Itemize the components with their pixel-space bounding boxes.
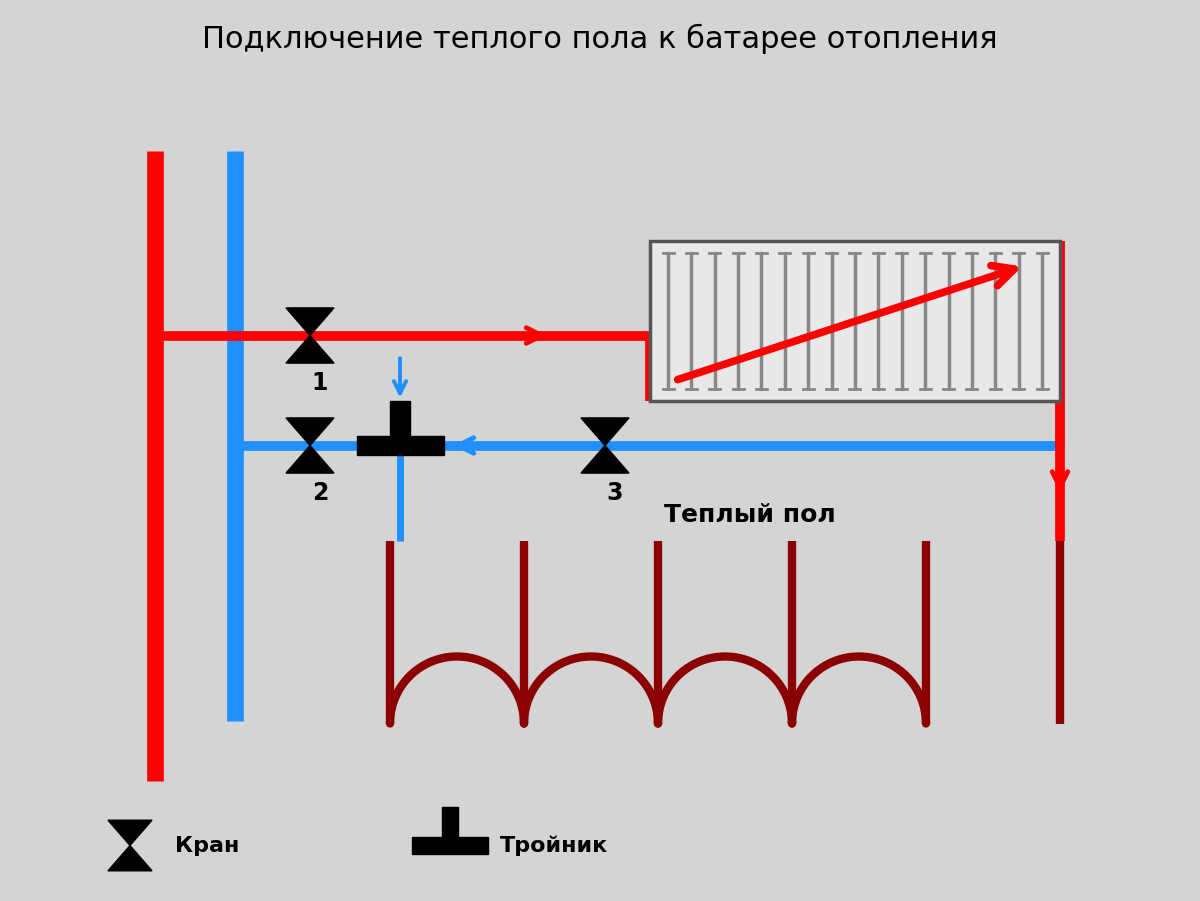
- Bar: [650, 241, 1060, 401]
- Text: 1: 1: [312, 371, 328, 396]
- Bar: [356, 436, 444, 455]
- Text: Подключение теплого пола к батарее отопления: Подключение теплого пола к батарее отопл…: [202, 23, 998, 54]
- Polygon shape: [286, 335, 334, 363]
- Polygon shape: [581, 418, 629, 445]
- Polygon shape: [581, 445, 629, 473]
- Text: 2: 2: [312, 481, 328, 505]
- Text: Тройник: Тройник: [500, 835, 608, 856]
- Bar: [442, 807, 458, 837]
- Polygon shape: [286, 445, 334, 473]
- Text: Кран: Кран: [175, 835, 239, 856]
- Polygon shape: [286, 418, 334, 445]
- Polygon shape: [286, 308, 334, 335]
- Polygon shape: [108, 845, 152, 870]
- Text: Теплый пол: Теплый пол: [664, 504, 836, 527]
- Bar: [413, 837, 487, 854]
- Text: 3: 3: [607, 481, 623, 505]
- Polygon shape: [108, 820, 152, 845]
- Bar: [390, 402, 409, 436]
